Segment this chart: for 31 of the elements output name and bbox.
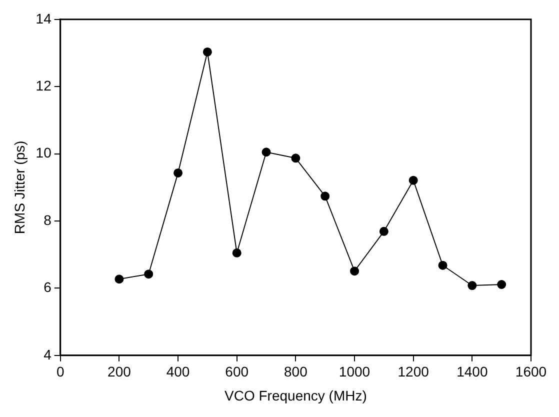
point [468,281,477,290]
x-tick-label: 1600 [515,364,547,380]
x-tick-label: 1000 [338,364,370,380]
x-tick-label: 200 [108,364,132,380]
point [379,226,388,236]
point [262,148,271,157]
x-axis-title: VCO Frequency (MHz) [224,387,367,404]
point [320,192,330,201]
y-tick-label: 12 [36,77,52,94]
point [232,248,242,258]
point [408,176,418,185]
y-axis-title: RMS Jitter (ps) [11,140,28,234]
point [202,47,212,56]
y-tick-label: 10 [36,144,52,161]
x-tick-label: 800 [284,364,308,380]
point [114,274,124,284]
x-tick-label: 600 [225,364,249,380]
point [350,266,360,276]
point [144,270,154,279]
y-tick-label: 8 [44,212,52,228]
y-tick-label: 4 [44,346,52,362]
x-tick-label: 0 [56,364,64,380]
point [174,168,183,178]
point [438,260,448,270]
y-tick-label: 6 [44,279,52,296]
x-tick-label: 1200 [398,364,430,380]
x-tick-label: 1400 [456,364,488,380]
point [497,280,506,290]
y-tick-label: 14 [36,10,52,26]
x-tick-label: 400 [166,364,190,380]
point [291,154,300,163]
